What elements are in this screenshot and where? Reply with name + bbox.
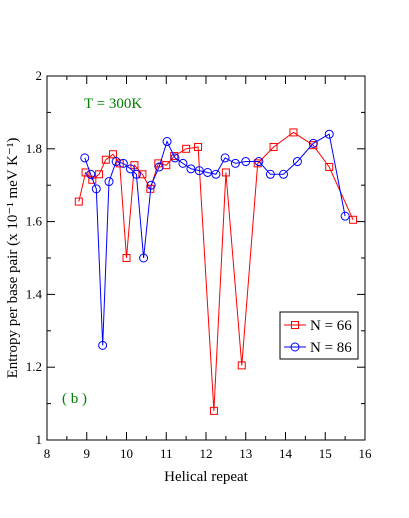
x-tick-label: 9 [84, 446, 91, 461]
data-point-circle [254, 157, 264, 167]
x-tick-label: 13 [239, 446, 252, 461]
data-point-circle [211, 169, 221, 179]
y-tick-label: 1.8 [26, 141, 42, 156]
data-point-square [138, 170, 147, 179]
legend-item: N = 86 [284, 340, 352, 356]
data-point-circle [91, 184, 101, 194]
x-tick-label: 14 [279, 446, 293, 461]
data-point-square [209, 406, 218, 415]
data-point-square [182, 144, 191, 153]
data-point-circle [279, 169, 289, 179]
series-1 [74, 128, 358, 415]
temperature-annotation: T = 300K [84, 96, 142, 112]
y-tick-label: 1 [36, 432, 43, 447]
data-point-circle [203, 167, 213, 177]
x-tick-labels: 8 9 10 11 12 13 14 15 16 [44, 446, 372, 461]
data-point-square [349, 215, 358, 224]
legend-marker-circle [290, 342, 300, 352]
x-axis-label: Helical repeat [164, 469, 249, 485]
data-point-square [325, 163, 334, 171]
x-tick-label: 16 [359, 446, 373, 461]
y-tick-labels: 1 1.2 1.4 1.6 1.8 2 [26, 68, 43, 447]
data-point-circle [111, 157, 121, 167]
legend-label: N = 66 [310, 318, 352, 334]
axis-ticks [46, 75, 366, 441]
data-point-circle [98, 340, 108, 350]
data-point-square [74, 197, 83, 206]
data-point-square [88, 175, 97, 184]
data-point-circle [80, 153, 90, 163]
data-point-circle [104, 177, 114, 187]
data-point-circle [125, 164, 135, 174]
data-point-circle [170, 153, 180, 163]
data-point-circle [131, 169, 141, 179]
data-point-square [108, 150, 117, 159]
y-tick-label: 1.4 [26, 286, 43, 301]
data-point-square [101, 155, 110, 164]
data-point-square [221, 168, 230, 177]
data-point-circle [178, 158, 188, 168]
x-tick-label: 15 [319, 446, 332, 461]
data-point-circle [340, 211, 350, 221]
legend-marker-square [291, 321, 299, 329]
data-point-circle [230, 158, 240, 168]
data-point-square [122, 254, 131, 262]
data-point-square [154, 159, 163, 168]
y-tick-label: 2 [36, 68, 43, 83]
data-point-circle [292, 157, 302, 167]
data-point-square [269, 142, 278, 151]
x-tick-label: 11 [160, 446, 173, 461]
data-point-circle [186, 164, 196, 174]
x-tick-label: 10 [120, 446, 133, 461]
data-point-circle [194, 166, 204, 176]
data-point-circle [139, 253, 149, 263]
data-point-circle [265, 169, 275, 179]
x-tick-label: 8 [44, 446, 51, 461]
y-axis-label: Entropy per base pair (x 10⁻¹ meV K⁻¹) [5, 138, 21, 379]
legend-box [279, 311, 359, 360]
data-point-square [170, 152, 179, 161]
data-point-circle [241, 157, 251, 167]
legend-item: N = 66 [284, 318, 352, 334]
series-layer [74, 128, 358, 415]
legend-items: N = 66 N = 86 [284, 318, 352, 356]
data-point-circle [154, 162, 164, 172]
series-2 [80, 129, 350, 350]
data-point-circle [162, 137, 172, 147]
data-point-circle [146, 180, 156, 190]
data-point-square [95, 170, 104, 179]
data-point-circle [118, 158, 128, 168]
data-point-square [194, 142, 203, 151]
legend: N = 66 N = 86 [279, 311, 359, 360]
panel-label-annotation: ( b ) [62, 391, 87, 407]
data-point-circle [324, 129, 334, 139]
data-point-circle [220, 153, 230, 163]
series-line [78, 131, 354, 411]
legend-label: N = 86 [310, 340, 352, 356]
y-tick-label: 1.2 [26, 359, 42, 374]
data-point-square [289, 128, 298, 137]
y-tick-label: 1.6 [26, 214, 43, 229]
data-point-square [81, 168, 90, 177]
data-point-circle [86, 169, 96, 179]
plot-frame [46, 75, 366, 441]
data-point-square [237, 361, 246, 370]
data-point-circle [308, 138, 318, 148]
x-tick-label: 12 [200, 446, 213, 461]
